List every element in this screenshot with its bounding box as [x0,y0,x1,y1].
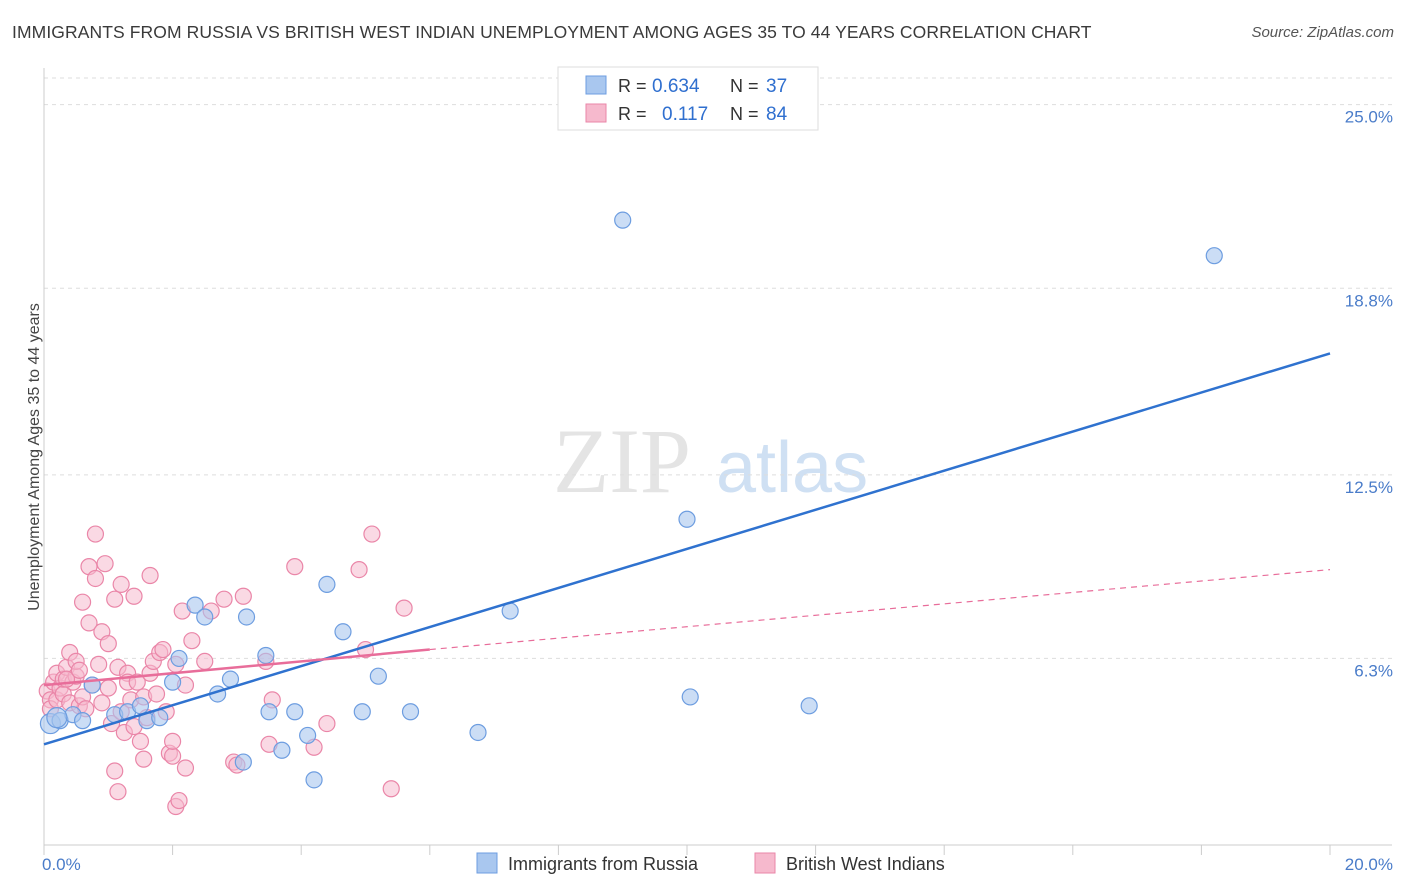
legend-russia-r-label: R = [618,76,647,96]
russia-point [186,596,204,614]
legend-bwi-r-value: 0.117 [662,104,708,125]
russia-point [237,608,256,626]
russia-point [614,211,632,229]
bwi-point [382,780,400,798]
bwi-point [154,640,172,659]
bottom-legend: Immigrants from Russia British West Indi… [476,852,945,874]
bwi-point [106,762,124,780]
russia-point [401,703,420,721]
bwi-point [80,614,98,632]
russia-point [1205,247,1223,265]
bwi-point [135,750,153,768]
bwi-point [196,652,214,670]
bottom-legend-bwi-label: British West Indians [786,854,945,874]
trend-lines [43,352,1331,746]
legend-russia-r-value: 0.634 [652,76,700,97]
bwi-point [86,525,105,543]
bwi-trend-line [43,648,430,687]
legend-russia-n-label: N = [730,76,759,96]
bwi-point [318,714,336,733]
legend-bwi-n-label: N = [730,104,759,124]
bwi-point [131,732,150,750]
russia-point [299,726,317,745]
russia-point [318,575,336,593]
russia-point [260,703,278,721]
legend-russia-n-value: 37 [766,76,787,97]
russia-point [170,649,188,668]
watermark-zip: ZIP [553,410,691,512]
bwi-point [99,635,117,653]
russia-series [39,211,1223,789]
russia-point [286,703,304,721]
bwi-point [86,569,105,588]
x-tick-label-max: 20.0% [1345,855,1393,874]
russia-point [164,673,182,691]
bwi-point [70,661,88,679]
bwi-point [164,747,182,765]
bwi-point [215,590,233,608]
bwi-point [164,732,182,750]
russia-point [800,697,818,715]
legend-bwi-swatch [585,103,607,123]
bwi-point [147,685,166,703]
source-credit: Source: ZipAtlas.com [1251,24,1394,41]
russia-point [305,771,323,789]
x-tick-label-min: 0.0% [42,855,81,874]
gridlines [44,77,1392,659]
bwi-point [125,587,143,605]
y-tick-label: 18.8% [1345,291,1393,310]
russia-point [273,741,291,759]
bwi-point [286,558,304,576]
russia-point [369,667,387,685]
bwi-trend-line-extrapolated [429,568,1331,651]
russia-point [46,707,68,729]
bwi-point [106,590,124,608]
russia-point [334,623,352,641]
legend-russia-swatch [585,75,607,95]
russia-point [73,712,92,730]
russia-point [678,510,696,528]
russia-point [353,703,371,721]
bottom-legend-russia-label: Immigrants from Russia [508,854,699,874]
russia-trend-line [43,352,1331,746]
watermark-atlas: atlas [716,428,868,508]
bwi-point [234,587,252,605]
russia-point [131,697,150,715]
bwi-series [38,525,413,816]
y-tick-label: 6.3% [1354,661,1393,680]
russia-point [257,646,275,665]
bwi-point [99,679,117,697]
legend-bwi-r-label: R = [618,104,647,124]
bwi-point [183,632,201,650]
russia-point [234,753,252,771]
bwi-point [395,599,413,617]
legend: R = 0.634 N = 37 R = 0.117 N = 84 [557,66,819,131]
y-tick-label: 25.0% [1345,108,1393,127]
russia-point [469,723,487,742]
bwi-point [128,673,146,691]
bottom-legend-russia-swatch [476,852,498,874]
bwi-point [90,655,108,673]
bwi-point [350,560,368,579]
y-axis-label: Unemployment Among Ages 35 to 44 years [26,303,43,611]
bwi-point [170,791,188,810]
bwi-point [363,525,381,543]
bwi-point [112,575,130,593]
bwi-point [176,759,195,777]
y-tick-labels: 6.3% 12.5% 18.8% 25.0% [1345,108,1393,681]
bottom-legend-bwi-swatch [754,852,776,874]
bwi-point [109,783,127,801]
russia-point [196,608,214,626]
bwi-point [96,555,114,573]
legend-bwi-n-value: 84 [766,104,788,125]
y-tick-label: 12.5% [1345,478,1393,497]
bwi-point [73,593,92,611]
x-tick-labels: 0.0% 20.0% [42,855,1393,874]
bwi-point [93,694,111,712]
chart-title: IMMIGRANTS FROM RUSSIA VS BRITISH WEST I… [12,22,1092,42]
bwi-point [141,566,159,585]
russia-point [681,688,699,706]
